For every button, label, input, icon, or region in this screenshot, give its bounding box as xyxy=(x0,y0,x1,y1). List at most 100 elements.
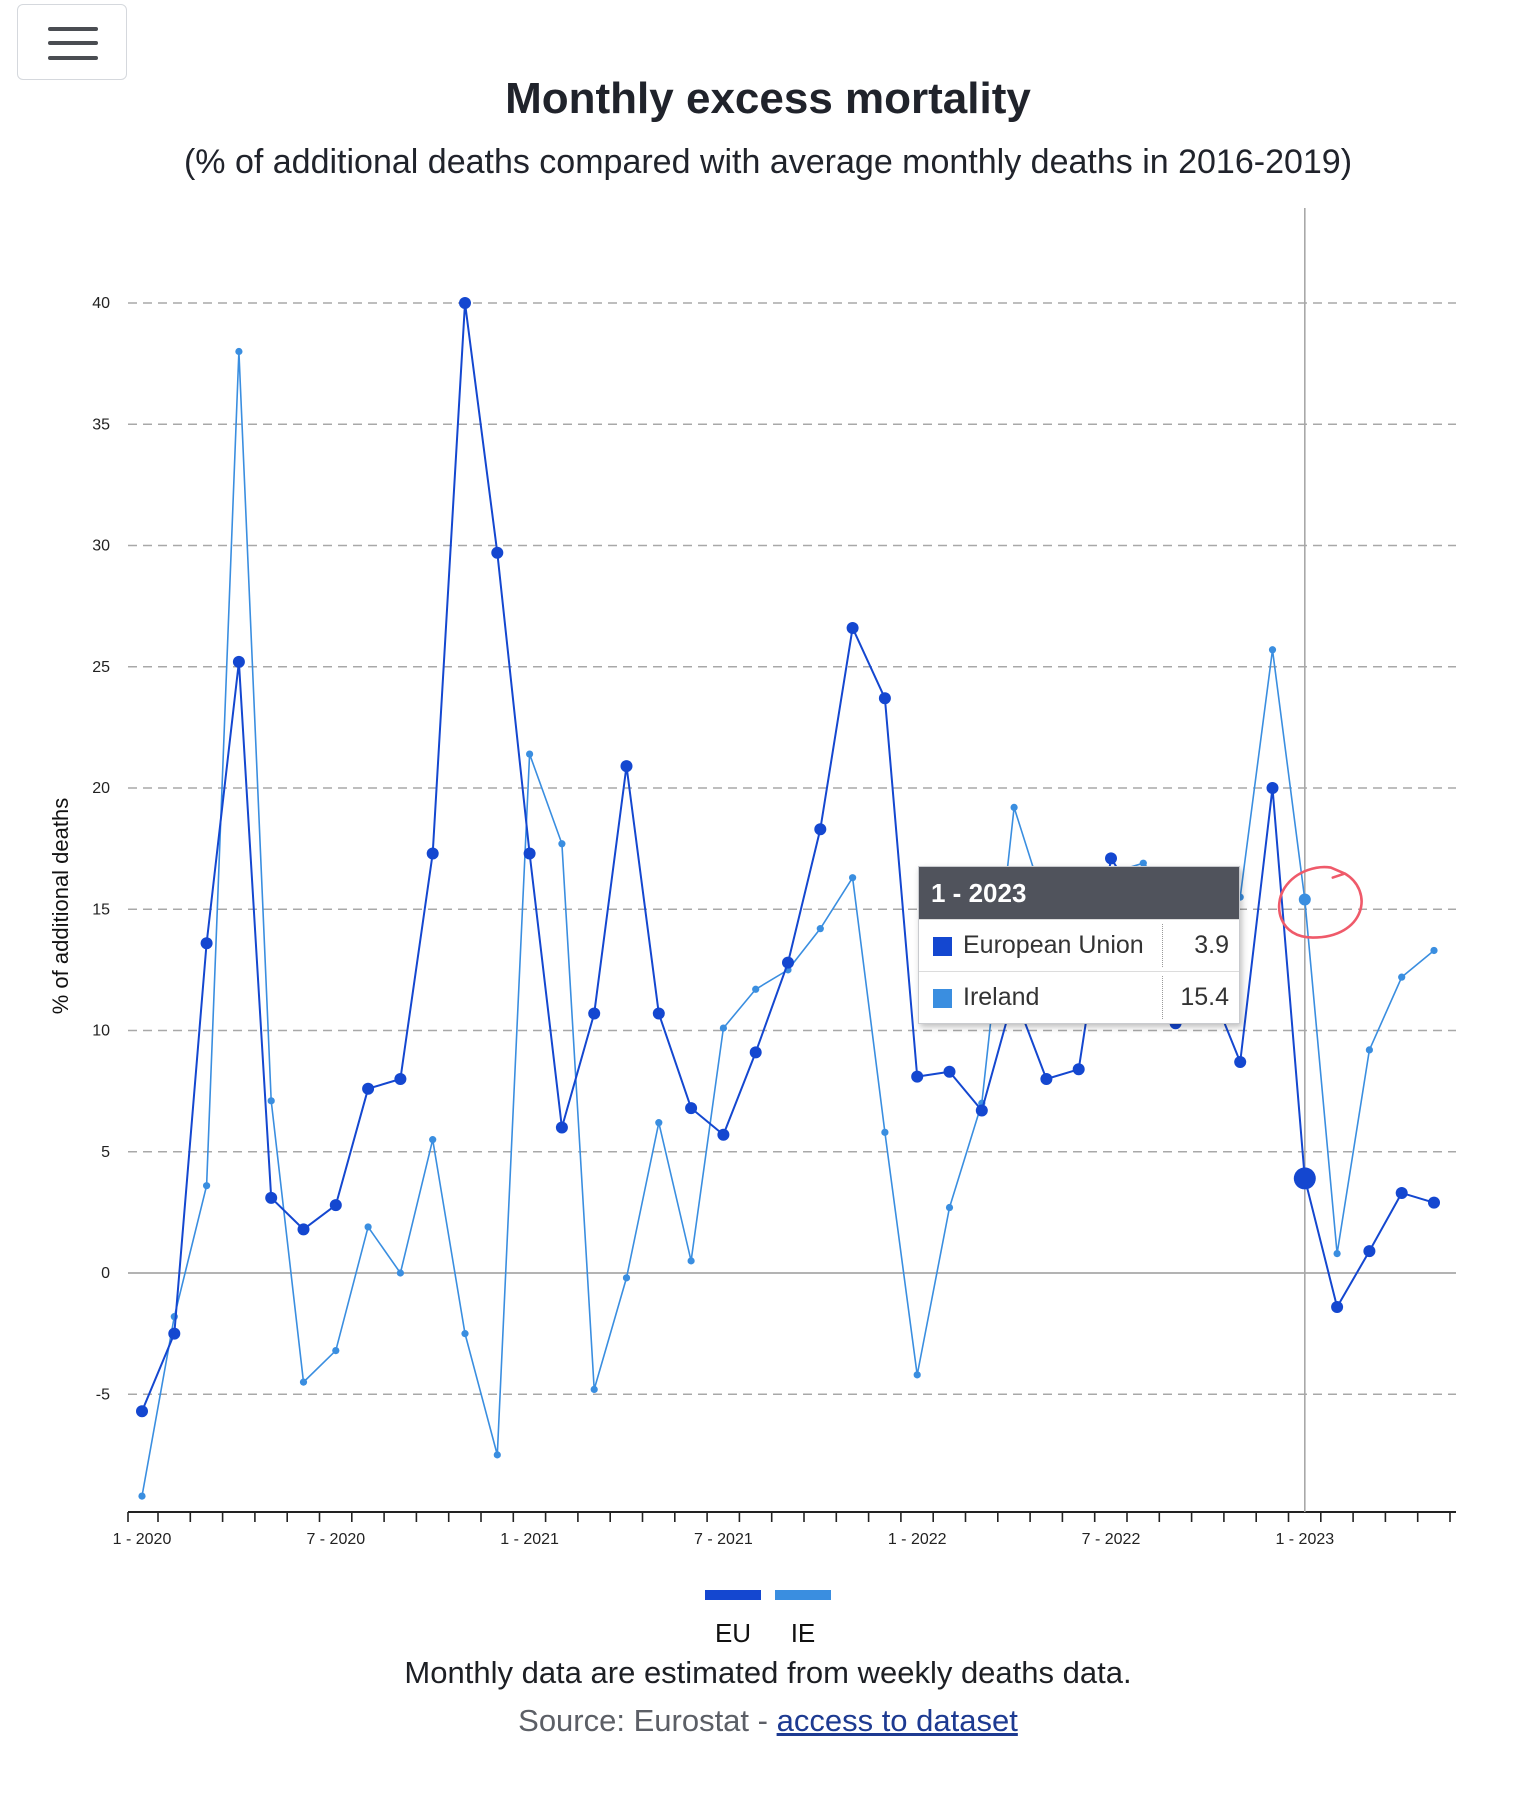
x-tick-label: 7 - 2020 xyxy=(306,1531,365,1548)
y-tick-label: 20 xyxy=(92,780,110,797)
data-point-ie[interactable] xyxy=(752,985,760,993)
data-point-ie[interactable] xyxy=(526,750,534,758)
data-point-ie[interactable] xyxy=(816,925,824,933)
tooltip-row-eu: European Union 3.9 xyxy=(919,919,1239,971)
data-point-eu[interactable] xyxy=(1363,1245,1376,1258)
data-point-ie[interactable] xyxy=(203,1182,211,1190)
dataset-link[interactable]: access to dataset xyxy=(776,1703,1018,1738)
data-point-ie[interactable] xyxy=(1333,1250,1341,1258)
data-point-eu[interactable] xyxy=(685,1102,698,1115)
data-point-ie[interactable] xyxy=(1365,1046,1373,1054)
series-lines[interactable] xyxy=(136,297,1440,1500)
y-tick-label: 25 xyxy=(92,659,110,676)
data-point-eu[interactable] xyxy=(717,1128,730,1141)
data-point-ie[interactable] xyxy=(1139,859,1147,867)
data-point-eu[interactable] xyxy=(652,1007,665,1020)
data-point-eu[interactable] xyxy=(523,847,536,860)
data-point-ie[interactable] xyxy=(622,1274,631,1282)
data-point-eu[interactable] xyxy=(943,1065,956,1078)
data-point-ie[interactable] xyxy=(299,1378,308,1386)
data-point-ie[interactable] xyxy=(429,1136,437,1144)
x-tick-label: 7 - 2022 xyxy=(1082,1531,1141,1548)
data-point-eu[interactable] xyxy=(1395,1186,1408,1199)
data-point-eu[interactable] xyxy=(620,760,633,773)
x-tick-label: 1 - 2021 xyxy=(500,1531,559,1548)
data-point-eu[interactable] xyxy=(1293,1167,1316,1190)
menu-button[interactable] xyxy=(17,4,127,80)
tooltip-row-ie: Ireland 15.4 xyxy=(919,971,1239,1023)
data-point-eu[interactable] xyxy=(459,297,471,309)
data-point-eu[interactable] xyxy=(1072,1063,1085,1076)
data-point-eu[interactable] xyxy=(1266,782,1279,794)
data-point-ie[interactable] xyxy=(849,874,857,882)
data-point-ie[interactable] xyxy=(1010,803,1018,812)
data-point-eu[interactable] xyxy=(232,655,245,668)
y-tick-label: 0 xyxy=(101,1265,110,1282)
series-line-ie[interactable] xyxy=(141,350,1435,1497)
data-point-eu[interactable] xyxy=(878,692,891,705)
data-point-eu[interactable] xyxy=(1105,852,1117,865)
data-point-ie[interactable] xyxy=(138,1492,146,1500)
data-point-eu[interactable] xyxy=(749,1046,762,1059)
data-point-ie[interactable] xyxy=(493,1451,501,1459)
data-point-eu[interactable] xyxy=(168,1327,181,1340)
data-point-ie[interactable] xyxy=(1398,973,1406,981)
x-tick-label: 7 - 2021 xyxy=(694,1531,753,1548)
data-point-ie[interactable] xyxy=(1298,893,1311,906)
data-point-ie[interactable] xyxy=(945,1203,954,1212)
data-point-ie[interactable] xyxy=(332,1347,340,1355)
data-point-eu[interactable] xyxy=(200,937,213,950)
data-point-eu[interactable] xyxy=(555,1121,568,1134)
hamburger-menu-icon xyxy=(48,27,98,31)
data-point-ie[interactable] xyxy=(687,1257,695,1265)
data-point-ie[interactable] xyxy=(913,1371,921,1379)
chart-title: Monthly excess mortality xyxy=(505,74,1031,123)
data-point-eu[interactable] xyxy=(782,956,794,969)
hamburger-menu-icon-bar xyxy=(48,41,98,45)
data-point-eu[interactable] xyxy=(136,1405,148,1418)
data-point-ie[interactable] xyxy=(558,840,566,848)
data-point-eu[interactable] xyxy=(1040,1073,1053,1085)
series-line-eu[interactable] xyxy=(141,302,1435,1412)
data-point-ie[interactable] xyxy=(396,1269,404,1277)
data-point-ie[interactable] xyxy=(655,1119,663,1127)
ie-line-icon xyxy=(775,1590,831,1600)
data-point-ie[interactable] xyxy=(235,347,243,356)
data-point-ie[interactable] xyxy=(1430,946,1438,955)
data-point-eu[interactable] xyxy=(814,823,827,836)
hamburger-menu-icon-bar xyxy=(48,56,98,60)
source-line: Source: Eurostat - access to dataset xyxy=(0,1703,1536,1739)
data-point-eu[interactable] xyxy=(426,847,439,860)
legend-item-ie[interactable]: IE xyxy=(768,1590,838,1649)
tooltip-series-name: Ireland xyxy=(963,983,1040,1011)
ie-swatch-icon xyxy=(933,989,952,1008)
data-point-eu[interactable] xyxy=(329,1199,342,1212)
eu-swatch-icon xyxy=(933,937,952,956)
data-point-eu[interactable] xyxy=(588,1007,601,1020)
data-point-eu[interactable] xyxy=(265,1191,278,1204)
y-axis-title: % of additional deaths xyxy=(48,798,73,1015)
data-point-eu[interactable] xyxy=(491,546,504,559)
data-point-eu[interactable] xyxy=(1428,1196,1440,1209)
source-prefix: Source: Eurostat - xyxy=(518,1703,777,1738)
data-point-eu[interactable] xyxy=(1331,1300,1344,1313)
data-point-eu[interactable] xyxy=(1234,1056,1247,1069)
data-point-eu[interactable] xyxy=(911,1070,924,1083)
data-point-ie[interactable] xyxy=(267,1097,275,1105)
data-point-ie[interactable] xyxy=(590,1385,598,1393)
tooltip-series-value: 15.4 xyxy=(1180,983,1229,1011)
data-point-ie[interactable] xyxy=(881,1128,889,1136)
footnote: Monthly data are estimated from weekly d… xyxy=(404,1655,1132,1690)
data-point-eu[interactable] xyxy=(362,1082,375,1095)
data-point-eu[interactable] xyxy=(975,1104,988,1117)
data-point-ie[interactable] xyxy=(1268,646,1277,654)
data-point-eu[interactable] xyxy=(846,621,859,634)
legend-item-eu[interactable]: EU xyxy=(698,1590,768,1649)
data-point-eu[interactable] xyxy=(394,1073,407,1085)
data-point-ie[interactable] xyxy=(461,1330,469,1338)
data-point-ie[interactable] xyxy=(719,1024,728,1032)
data-point-ie[interactable] xyxy=(364,1223,372,1231)
data-point-eu[interactable] xyxy=(297,1223,310,1236)
eu-line-icon xyxy=(705,1590,761,1600)
